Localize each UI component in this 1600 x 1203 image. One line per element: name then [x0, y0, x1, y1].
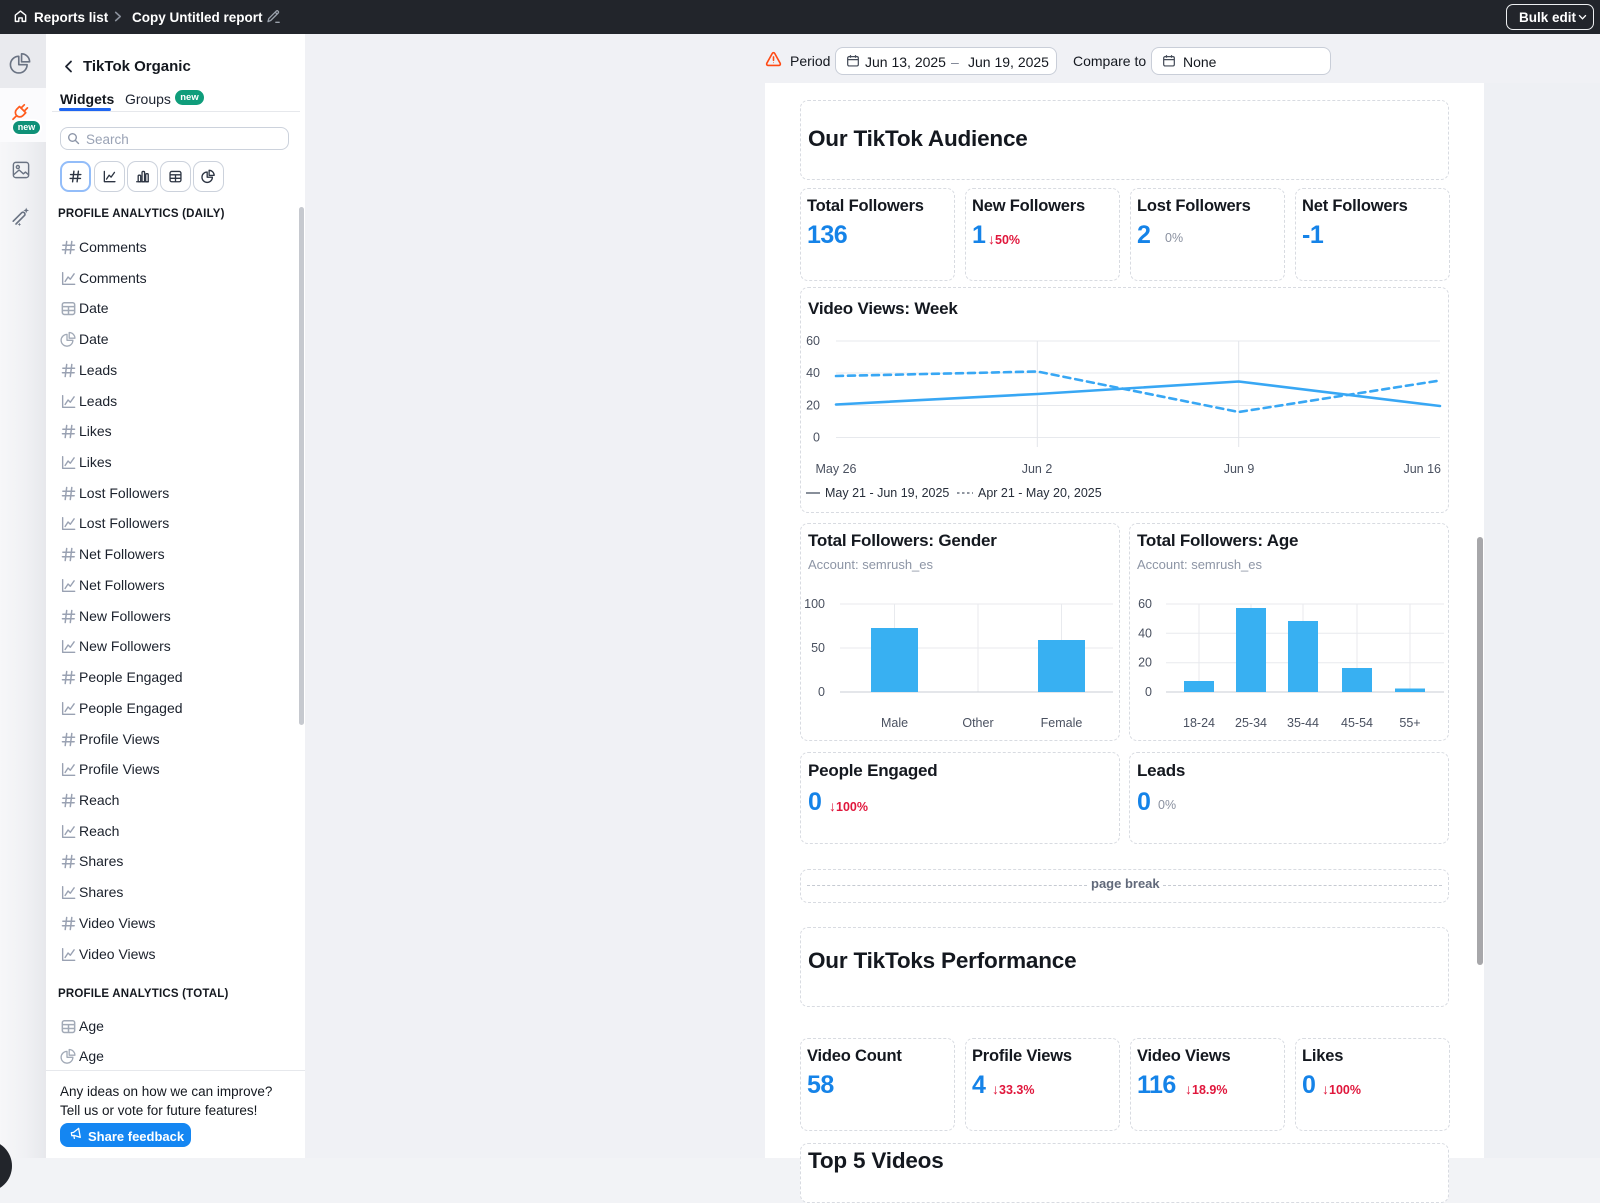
svg-text:Jun 16: Jun 16 — [1403, 462, 1441, 476]
svg-text:Female: Female — [1041, 716, 1083, 730]
svg-text:20: 20 — [806, 399, 820, 413]
svg-text:Jun 2: Jun 2 — [1022, 462, 1053, 476]
svg-text:55+: 55+ — [1399, 716, 1420, 730]
svg-text:Male: Male — [881, 716, 908, 730]
svg-text:100: 100 — [804, 597, 825, 611]
svg-text:18-24: 18-24 — [1183, 716, 1215, 730]
svg-text:0: 0 — [1145, 685, 1152, 699]
svg-text:50: 50 — [811, 641, 825, 655]
svg-text:35-44: 35-44 — [1287, 716, 1319, 730]
svg-text:40: 40 — [1138, 626, 1152, 640]
svg-text:May 21 - Jun 19, 2025: May 21 - Jun 19, 2025 — [825, 486, 949, 500]
svg-text:20: 20 — [1138, 656, 1152, 670]
svg-text:0: 0 — [818, 685, 825, 699]
svg-text:45-54: 45-54 — [1341, 716, 1373, 730]
svg-text:0: 0 — [813, 431, 820, 445]
svg-text:25-34: 25-34 — [1235, 716, 1267, 730]
svg-text:40: 40 — [806, 366, 820, 380]
svg-text:Jun 9: Jun 9 — [1224, 462, 1255, 476]
svg-text:60: 60 — [806, 334, 820, 348]
svg-text:60: 60 — [1138, 597, 1152, 611]
svg-text:May 26: May 26 — [816, 462, 857, 476]
svg-text:Apr 21 - May 20, 2025: Apr 21 - May 20, 2025 — [978, 486, 1102, 500]
svg-text:Other: Other — [962, 716, 993, 730]
